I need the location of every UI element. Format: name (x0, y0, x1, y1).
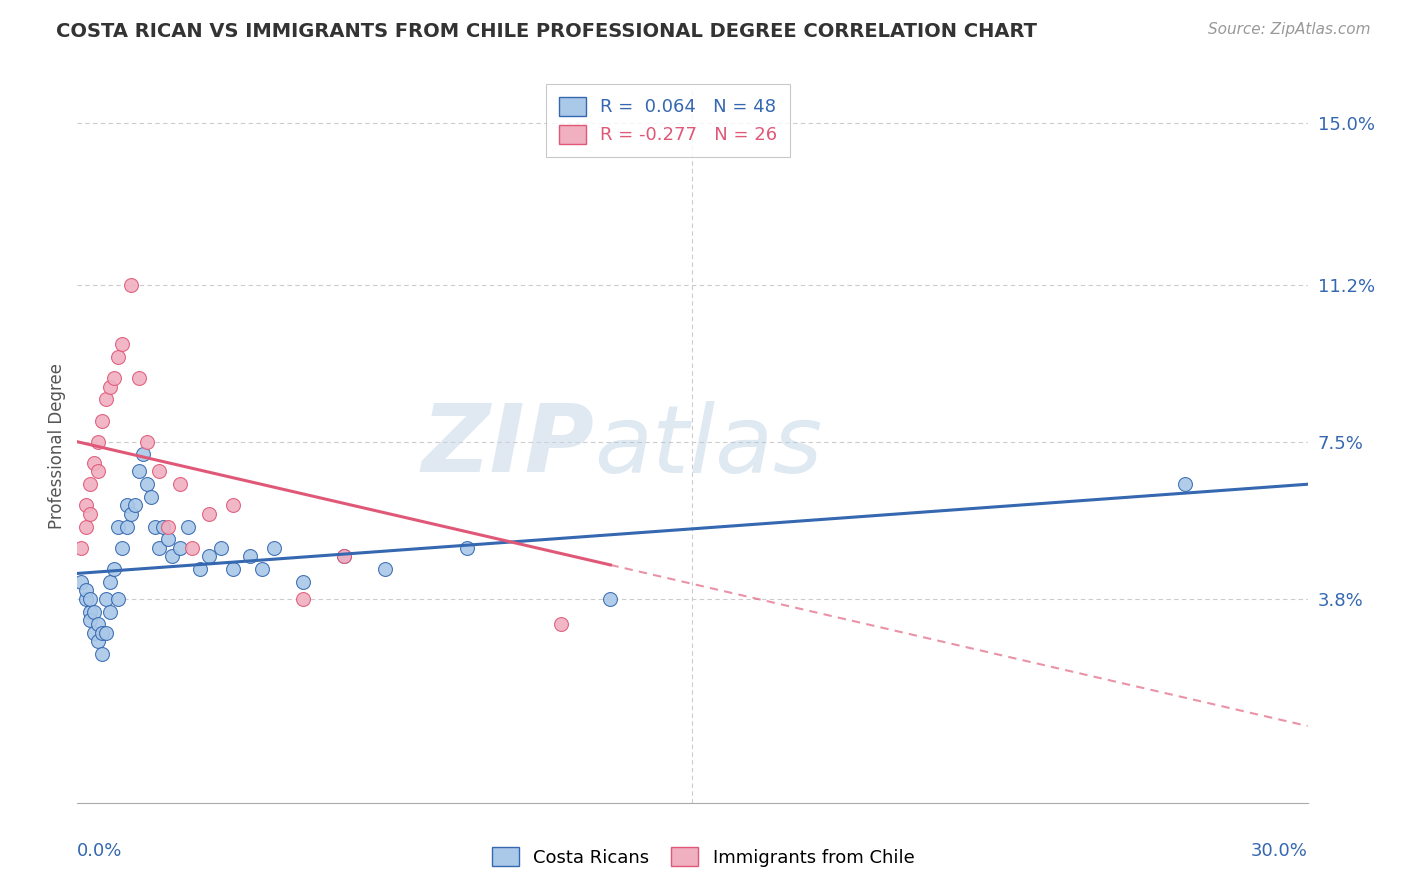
Point (111, 337, 134, 351)
Point (70, 574, 93, 589)
Point (599, 591, 621, 606)
Point (90, 413, 114, 427)
Point (143, 519, 166, 533)
Point (177, 519, 200, 533)
Point (374, 562, 396, 576)
Point (87, 617, 110, 632)
Point (75, 519, 97, 533)
Point (115, 519, 138, 533)
Text: ZIP: ZIP (422, 400, 595, 492)
Point (152, 519, 174, 533)
Point (79, 591, 101, 606)
Point (120, 277, 142, 292)
Point (107, 350, 129, 364)
Text: atlas: atlas (595, 401, 823, 491)
Point (98, 574, 121, 589)
Text: 30.0%: 30.0% (1251, 842, 1308, 860)
Point (103, 371, 125, 385)
Point (107, 591, 129, 606)
Point (94, 626, 117, 640)
Point (79, 507, 101, 521)
Y-axis label: Professional Degree: Professional Degree (48, 363, 66, 529)
Legend: Costa Ricans, Immigrants from Chile: Costa Ricans, Immigrants from Chile (485, 840, 921, 874)
Point (79, 477, 101, 491)
Point (239, 549, 262, 564)
Point (107, 519, 129, 533)
Point (197, 507, 219, 521)
Point (197, 549, 219, 564)
Point (156, 533, 179, 547)
Point (120, 507, 142, 521)
Point (209, 541, 232, 555)
Point (148, 465, 170, 479)
Point (136, 434, 159, 449)
Point (87, 434, 110, 449)
Point (250, 562, 273, 576)
Point (181, 541, 204, 555)
Point (456, 541, 478, 555)
Point (90, 626, 114, 640)
Point (128, 371, 150, 385)
Point (83, 456, 105, 470)
Point (111, 541, 134, 555)
Point (188, 562, 212, 576)
Point (333, 549, 356, 564)
Point (263, 541, 285, 555)
Point (75, 583, 97, 598)
Point (132, 448, 155, 462)
Point (115, 499, 138, 513)
Point (87, 634, 110, 648)
Point (160, 549, 183, 564)
Point (333, 549, 356, 564)
Point (70, 541, 93, 555)
Point (169, 541, 191, 555)
Point (94, 591, 117, 606)
Point (291, 591, 314, 606)
Point (222, 562, 245, 576)
Point (148, 541, 170, 555)
Point (141, 490, 163, 504)
Point (83, 605, 105, 619)
Point (79, 613, 101, 627)
Point (98, 605, 121, 619)
Point (1174, 477, 1197, 491)
Point (94, 392, 117, 407)
Point (550, 617, 572, 632)
Text: COSTA RICAN VS IMMIGRANTS FROM CHILE PROFESSIONAL DEGREE CORRELATION CHART: COSTA RICAN VS IMMIGRANTS FROM CHILE PRO… (56, 22, 1038, 41)
Point (79, 605, 101, 619)
Point (169, 477, 191, 491)
Point (98, 379, 121, 393)
Point (87, 465, 110, 479)
Legend: R =  0.064   N = 48, R = -0.277   N = 26: R = 0.064 N = 48, R = -0.277 N = 26 (546, 84, 790, 157)
Point (75, 591, 97, 606)
Text: Source: ZipAtlas.com: Source: ZipAtlas.com (1208, 22, 1371, 37)
Point (75, 499, 97, 513)
Point (128, 465, 150, 479)
Point (90, 647, 114, 661)
Point (222, 499, 245, 513)
Point (156, 519, 179, 533)
Text: 0.0%: 0.0% (77, 842, 122, 860)
Point (136, 477, 159, 491)
Point (103, 562, 125, 576)
Point (124, 499, 146, 513)
Point (83, 626, 105, 640)
Point (291, 574, 314, 589)
